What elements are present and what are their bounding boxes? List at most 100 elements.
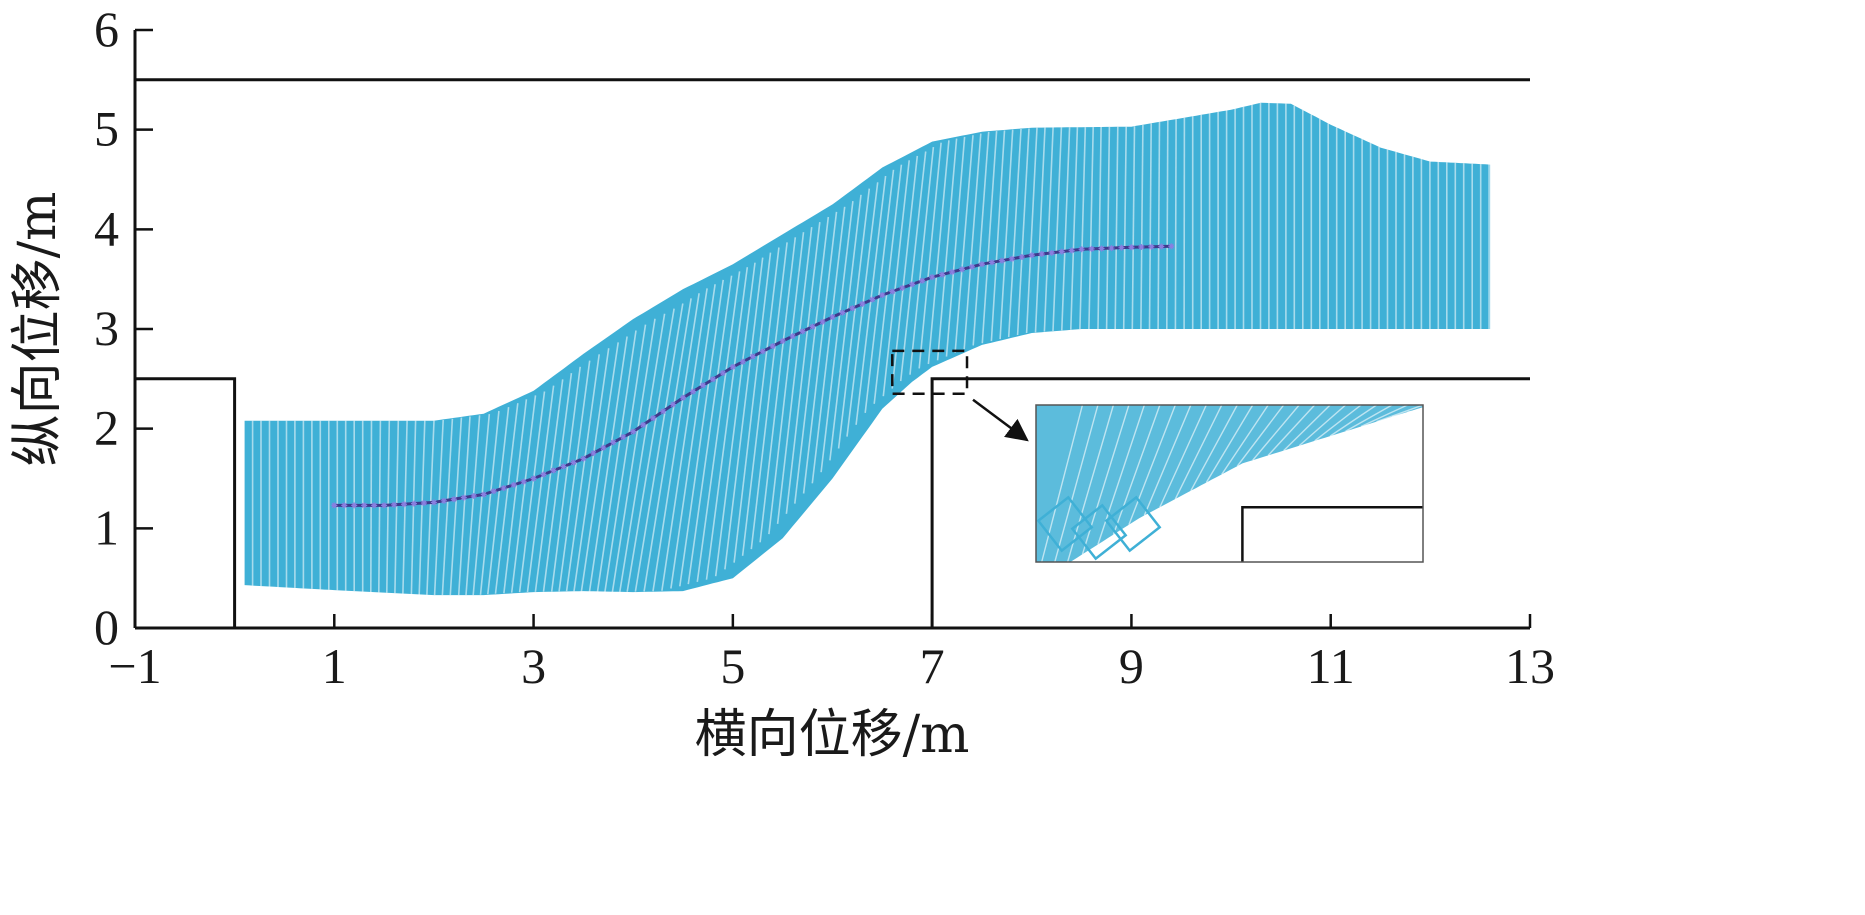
footprint-stripe xyxy=(619,313,666,593)
footprint-stripe xyxy=(820,201,854,473)
inset-stripe xyxy=(1345,405,1393,432)
footprint-stripe xyxy=(487,407,510,595)
path-marker xyxy=(680,394,687,401)
footprint-stripe xyxy=(679,279,724,587)
inset-stripe xyxy=(1174,405,1223,500)
footprint-stripe xyxy=(687,275,733,585)
footprint-stripe xyxy=(696,271,741,583)
path-marker xyxy=(1128,244,1135,251)
y-ticks: 0 1 2 3 4 5 6 xyxy=(94,1,153,655)
inset-stripe xyxy=(1407,408,1423,413)
path-marker xyxy=(869,296,876,303)
left-obstacle xyxy=(135,377,237,628)
path-marker xyxy=(889,288,896,295)
x-tick-label: 9 xyxy=(1119,638,1144,694)
inset-stripe xyxy=(1283,405,1331,452)
footprint-stripe xyxy=(829,194,862,461)
path-marker xyxy=(1028,252,1035,259)
path-marker xyxy=(769,343,776,350)
path-marker xyxy=(1038,251,1045,258)
inset-stripe xyxy=(1221,405,1269,475)
path-marker xyxy=(739,358,746,365)
path-marker xyxy=(779,337,786,344)
footprint-stripe xyxy=(534,379,564,592)
path-marker xyxy=(949,268,956,275)
path-marker xyxy=(500,485,507,492)
path-marker xyxy=(530,475,537,482)
path-marker xyxy=(670,401,677,408)
footprint-stripe xyxy=(909,147,935,375)
x-tick-label: 1 xyxy=(322,638,347,694)
inset-stripe xyxy=(1143,405,1192,516)
footprint-stripe xyxy=(785,222,821,514)
path-marker xyxy=(849,305,856,312)
path-marker xyxy=(550,467,557,474)
path-marker xyxy=(719,370,726,377)
y-tick-label: 5 xyxy=(94,101,119,157)
footprint-stripe xyxy=(837,188,871,449)
path-marker xyxy=(391,501,398,508)
footprint-stripe xyxy=(418,420,426,595)
footprint-stripe xyxy=(750,242,788,550)
footprint-stripe xyxy=(768,232,805,535)
footprint-stripe xyxy=(741,247,780,556)
path-marker xyxy=(650,415,657,422)
path-marker xyxy=(978,261,985,268)
inset-stripe xyxy=(1128,405,1176,526)
x-tick-label: 13 xyxy=(1505,638,1555,694)
footprint-stripe xyxy=(972,131,990,346)
y-tick-label: 1 xyxy=(94,499,119,555)
path-marker xyxy=(959,266,966,273)
x-tick-label: 5 xyxy=(720,638,745,694)
inset-stripe xyxy=(1112,405,1161,535)
footprint-stripe xyxy=(963,133,982,350)
path-marker xyxy=(699,382,706,389)
path-marker xyxy=(590,450,597,457)
footprint-stripe xyxy=(1097,126,1102,330)
path-marker xyxy=(809,323,816,330)
footprint-stripe xyxy=(558,360,591,592)
footprint-stripe xyxy=(433,419,444,596)
path-marker xyxy=(620,434,627,441)
footprint-stripe xyxy=(565,354,600,592)
footprint-stripe xyxy=(604,324,647,593)
x-tick-label: 11 xyxy=(1307,638,1355,694)
footprint-stripe xyxy=(472,414,491,596)
footprint-stripe xyxy=(402,420,408,594)
path-marker xyxy=(709,376,716,383)
footprint-stripe xyxy=(479,410,500,595)
path-marker xyxy=(919,277,926,284)
footprint-stripe xyxy=(882,160,910,397)
path-marker xyxy=(1158,243,1165,250)
right-obstacle xyxy=(930,377,1530,628)
path-marker xyxy=(420,500,427,507)
footprint-stripe xyxy=(918,142,942,369)
inset-stripe xyxy=(1267,405,1316,456)
path-marker xyxy=(1098,245,1105,252)
path-marker xyxy=(969,263,975,270)
footprint-stripe xyxy=(1131,126,1136,330)
footprint-stripe xyxy=(1088,127,1094,330)
inset-footprint-box xyxy=(1070,503,1128,561)
footprint-stripe xyxy=(652,293,700,592)
inset-stripe xyxy=(1314,405,1362,442)
path-marker xyxy=(480,491,487,498)
path-marker xyxy=(879,292,886,299)
path-marker xyxy=(1018,254,1025,261)
footprint-stripe xyxy=(1025,127,1038,334)
path-marker xyxy=(510,481,517,488)
inset-footprint-box xyxy=(1104,495,1162,553)
footprint-stripe xyxy=(542,372,573,592)
footprint-stripe xyxy=(981,131,998,344)
path-marker xyxy=(401,501,408,508)
path-marker xyxy=(909,281,916,288)
zoom-arrow xyxy=(972,398,1029,442)
footprint-stripe xyxy=(1114,126,1119,330)
path-marker xyxy=(470,493,477,500)
footprint-stripe xyxy=(945,136,966,357)
inset-stripe xyxy=(1422,406,1423,408)
y-tick-label: 3 xyxy=(94,300,119,356)
x-tick-label: −1 xyxy=(108,638,161,694)
footprint-stripe xyxy=(1061,127,1071,331)
